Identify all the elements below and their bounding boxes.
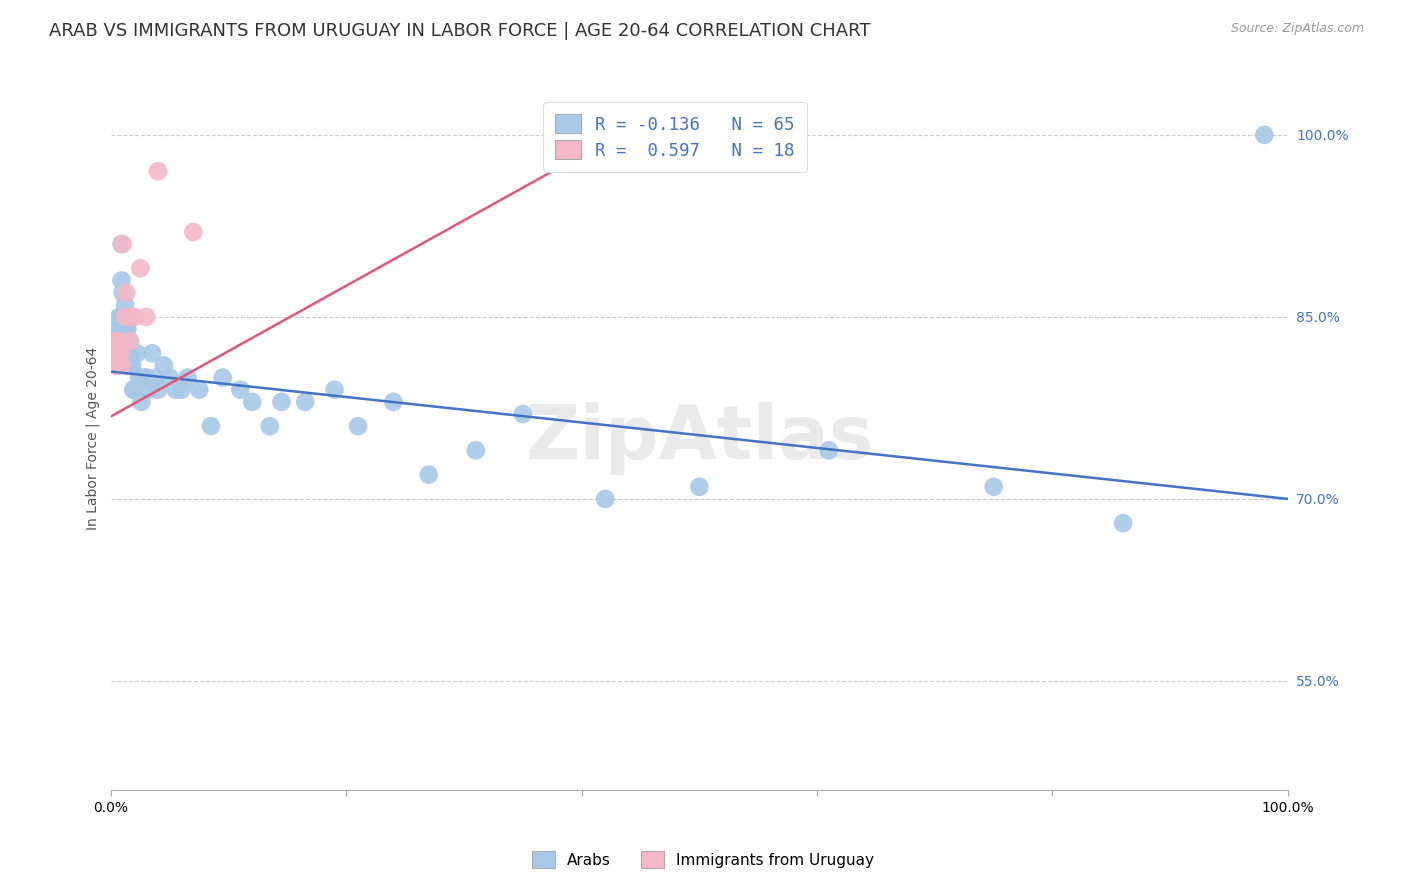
Point [181, 225, 204, 239]
Point [159, 370, 181, 384]
Point [259, 419, 281, 434]
Point [107, 346, 129, 360]
Point [131, 395, 153, 409]
Point [294, 395, 316, 409]
Point [983, 480, 1005, 494]
Point [117, 359, 139, 373]
Point [176, 370, 198, 384]
Point [129, 261, 152, 276]
Point [200, 419, 222, 434]
Point [141, 346, 163, 360]
Point [120, 346, 142, 360]
Point [110, 273, 132, 287]
Point [110, 322, 132, 336]
Point [107, 334, 129, 348]
Point [165, 383, 187, 397]
Point [146, 383, 169, 397]
Point [188, 383, 211, 397]
Point [114, 310, 136, 324]
Text: ZipAtlas: ZipAtlas [526, 401, 873, 475]
Point [818, 443, 841, 458]
Point [117, 334, 139, 348]
Point [110, 334, 132, 348]
Point [105, 322, 128, 336]
Point [512, 407, 534, 421]
Point [120, 310, 142, 324]
Point [135, 370, 157, 384]
Point [138, 383, 160, 397]
Point [124, 310, 146, 324]
Text: ARAB VS IMMIGRANTS FROM URUGUAY IN LABOR FORCE | AGE 20-64 CORRELATION CHART: ARAB VS IMMIGRANTS FROM URUGUAY IN LABOR… [49, 22, 870, 40]
Point [112, 322, 135, 336]
Text: Source: ZipAtlas.com: Source: ZipAtlas.com [1230, 22, 1364, 36]
Point [211, 370, 233, 384]
Point [464, 443, 486, 458]
Point [104, 346, 127, 360]
Point [153, 359, 176, 373]
Point [115, 285, 138, 300]
Point [117, 322, 139, 336]
Point [111, 285, 134, 300]
Point [270, 395, 292, 409]
Point [103, 322, 125, 336]
Point [146, 164, 169, 178]
Point [111, 237, 134, 252]
Point [229, 383, 252, 397]
Point [107, 359, 129, 373]
Point [108, 310, 131, 324]
Point [115, 359, 138, 373]
Y-axis label: In Labor Force | Age 20-64: In Labor Force | Age 20-64 [86, 347, 100, 530]
Legend: R = -0.136   N = 65, R =  0.597   N = 18: R = -0.136 N = 65, R = 0.597 N = 18 [543, 102, 807, 172]
Point [104, 359, 127, 373]
Point [125, 346, 148, 360]
Point [323, 383, 346, 397]
Point [108, 322, 131, 336]
Point [135, 310, 157, 324]
Point [118, 334, 141, 348]
Point [112, 310, 135, 324]
Point [105, 346, 128, 360]
Point [128, 370, 150, 384]
Point [145, 370, 167, 384]
Point [110, 359, 132, 373]
Point [418, 467, 440, 482]
Point [688, 480, 710, 494]
Point [103, 346, 125, 360]
Point [110, 346, 132, 360]
Point [105, 334, 128, 348]
Point [121, 359, 143, 373]
Point [107, 334, 129, 348]
Point [111, 334, 134, 348]
Point [124, 383, 146, 397]
Point [104, 359, 127, 373]
Point [104, 334, 127, 348]
Point [111, 310, 134, 324]
Point [1112, 516, 1135, 531]
Point [240, 395, 263, 409]
Point [382, 395, 405, 409]
Point [110, 237, 132, 252]
Point [170, 383, 193, 397]
Point [347, 419, 370, 434]
Point [118, 334, 141, 348]
Point [114, 322, 136, 336]
Point [122, 383, 145, 397]
Point [132, 370, 155, 384]
Point [117, 346, 139, 360]
Point [114, 298, 136, 312]
Point [115, 334, 138, 348]
Point [1253, 128, 1275, 142]
Point [593, 491, 616, 506]
Legend: Arabs, Immigrants from Uruguay: Arabs, Immigrants from Uruguay [524, 844, 882, 875]
